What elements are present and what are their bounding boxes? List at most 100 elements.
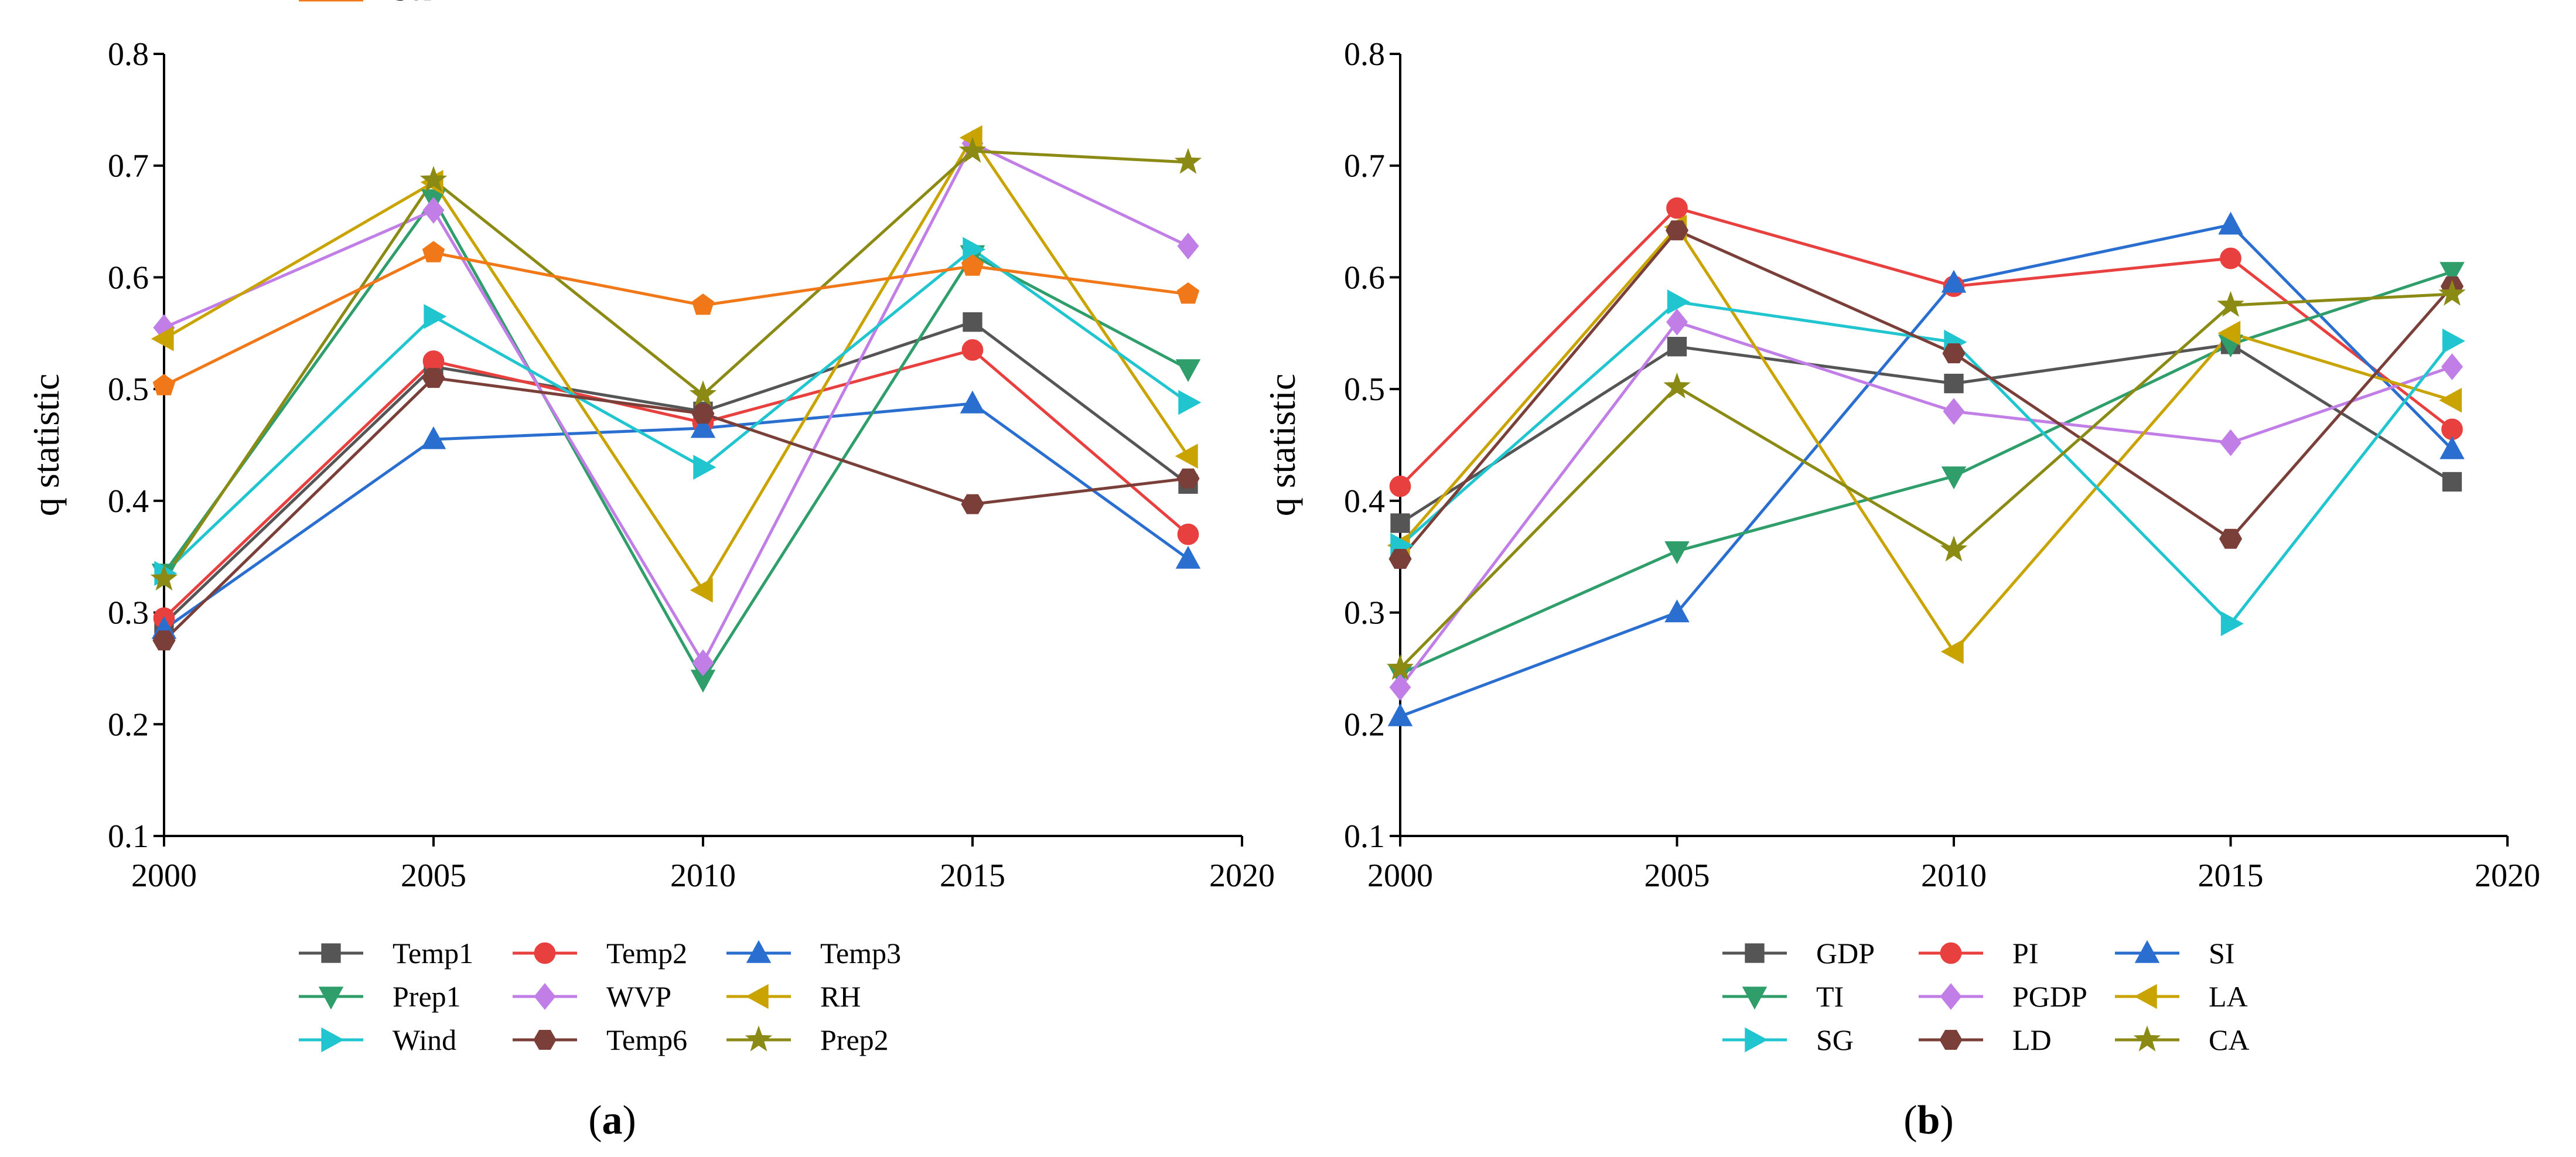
panel-a-legend-label-Soil: Soil bbox=[393, 0, 440, 6]
panel-a-point-Temp6 bbox=[152, 630, 176, 651]
panel-a-legend-label-Prep1: Prep1 bbox=[393, 980, 461, 1013]
caption-b: (b) bbox=[1903, 1098, 1954, 1143]
panel-a-legend-marker-Prep2 bbox=[745, 1025, 773, 1052]
panel-a-point-Prep1 bbox=[1175, 359, 1201, 383]
panel-b-point-PGDP bbox=[2441, 353, 2464, 380]
panel-b-point-SG bbox=[2220, 611, 2244, 636]
panel-b-legend-label-GDP: GDP bbox=[1816, 937, 1875, 970]
panel-a-point-WVP bbox=[692, 649, 714, 677]
panel-a-point-Soil bbox=[152, 374, 176, 395]
panel-a-point-Temp3 bbox=[960, 390, 985, 414]
panel-b-legend-label-PGDP: PGDP bbox=[2012, 980, 2087, 1013]
panel-b-point-SI bbox=[2439, 436, 2465, 459]
panel-b-y-tick-label: 0.3 bbox=[1344, 595, 1385, 632]
panel-b-point-LD bbox=[1942, 343, 1966, 364]
panel-b-point-SI bbox=[1941, 269, 1967, 293]
panel-b-point-SI bbox=[1387, 703, 1413, 726]
panel-a-legend-label-Prep2: Prep2 bbox=[820, 1023, 889, 1056]
panel-a-legend-marker-RH bbox=[745, 984, 769, 1009]
panel-a-y-tick-label: 0.8 bbox=[108, 36, 149, 73]
panel-b-y-tick-label: 0.7 bbox=[1344, 148, 1385, 185]
panel-a-y-tick-label: 0.7 bbox=[108, 148, 149, 185]
panel-a-y-tick-label: 0.6 bbox=[108, 260, 149, 296]
panel-a-point-RH bbox=[1175, 443, 1198, 469]
panel-b-series-line-TI bbox=[1399, 270, 2453, 675]
panel-a-y-tick-label: 0.2 bbox=[108, 707, 149, 743]
panel-a-point-WVP bbox=[1177, 233, 1199, 260]
panel-a-series-line-Temp2 bbox=[163, 348, 1189, 619]
panel-b-point-LD bbox=[1665, 220, 1689, 241]
panel-a-point-Wind bbox=[963, 237, 986, 262]
panel-b-point-GDP bbox=[2442, 472, 2462, 492]
panel-a-point-Soil bbox=[691, 293, 715, 315]
panel-b-legend-label-TI: TI bbox=[1816, 980, 1844, 1013]
panel-a-legend-label-Wind: Wind bbox=[393, 1023, 456, 1056]
panel-a-series-line-Prep2 bbox=[162, 149, 1189, 580]
panel-a-legend-label-Temp6: Temp6 bbox=[606, 1023, 687, 1056]
panel-a-legend-label-Temp1: Temp1 bbox=[393, 937, 473, 970]
panel-b-legend-marker-GDP bbox=[1745, 943, 1765, 963]
panel-a-point-Temp1 bbox=[963, 312, 982, 332]
panel-b-point-PI bbox=[2220, 247, 2241, 269]
panel-a-point-RH bbox=[690, 578, 713, 603]
panel-b-y-tick-label: 0.4 bbox=[1344, 483, 1385, 520]
panel-b-point-LD bbox=[2219, 528, 2243, 549]
panel-a-y-tick-label: 0.3 bbox=[108, 595, 149, 632]
panel-a-series-line-Soil bbox=[163, 251, 1189, 387]
panel-a-series-line-Prep1 bbox=[162, 197, 1189, 681]
panel-b-legend-marker-PI bbox=[1940, 942, 1962, 964]
panel-b-legend-label-LD: LD bbox=[2012, 1023, 2052, 1056]
panel-b-x-tick-label: 2000 bbox=[1367, 858, 1433, 894]
panel-b-y-tick-label: 0.8 bbox=[1344, 36, 1385, 73]
panel-a-point-Temp3 bbox=[421, 426, 446, 449]
panel-b-series-line-SG bbox=[1399, 300, 2454, 626]
panel-a-legend-marker-Temp3 bbox=[746, 940, 772, 963]
panel-b-point-SI bbox=[2218, 211, 2243, 235]
panel-b-y-axis-label: q statistic bbox=[1261, 374, 1303, 517]
panel-a-point-Temp6 bbox=[961, 494, 984, 514]
panel-a-point-Prep2 bbox=[1174, 148, 1202, 174]
panel-a-x-tick-label: 2010 bbox=[670, 858, 736, 894]
panel-a-point-Temp3 bbox=[1175, 545, 1201, 569]
panel-a-x-tick-label: 2015 bbox=[940, 858, 1005, 894]
panel-b-point-PGDP bbox=[1943, 398, 1965, 425]
panel-b-x-tick-label: 2015 bbox=[2198, 858, 2264, 894]
panel-b-point-TI bbox=[1941, 466, 1967, 490]
panel-a-point-WVP bbox=[422, 197, 445, 224]
panel-b-legend-marker-SI bbox=[2134, 940, 2160, 963]
panel-b-legend-label-SG: SG bbox=[1816, 1023, 1854, 1056]
panel-b-point-CA bbox=[2438, 279, 2466, 306]
panel-b-point-GDP bbox=[1390, 513, 1410, 533]
panel-b-x-tick-label: 2005 bbox=[1644, 858, 1710, 894]
panel-b-x-tick-label: 2020 bbox=[2475, 858, 2540, 894]
panel-b-point-SI bbox=[1664, 599, 1690, 623]
panel-b-legend-label-PI: PI bbox=[2012, 937, 2038, 970]
panel-b-x-tick-label: 2010 bbox=[1921, 858, 1987, 894]
panel-b-legend-label-CA: CA bbox=[2209, 1023, 2249, 1056]
panel-a-legend-label-Temp3: Temp3 bbox=[820, 937, 901, 970]
panel-b-series-line-PGDP bbox=[1399, 320, 2453, 688]
panel-b-y-tick-label: 0.1 bbox=[1344, 818, 1385, 855]
panel-a-point-Wind bbox=[424, 303, 447, 329]
panel-b-point-PGDP bbox=[2220, 429, 2241, 456]
panel-b-point-CA bbox=[1386, 654, 1414, 680]
panel-a-point-Wind bbox=[693, 455, 716, 480]
panel-b-point-GDP bbox=[1944, 373, 1964, 394]
panel-a-point-RH bbox=[151, 326, 174, 351]
panel-a-y-tick-label: 0.4 bbox=[108, 483, 149, 520]
panel-b-point-PGDP bbox=[1666, 308, 1688, 336]
panel-a-legend-label-RH: RH bbox=[820, 980, 861, 1013]
panel-a-legend-marker-Temp1 bbox=[321, 943, 341, 963]
panel-b-legend-label-LA: LA bbox=[2209, 980, 2248, 1013]
panel-b-point-CA bbox=[1663, 372, 1691, 399]
panel-a-series-line-Temp3 bbox=[163, 402, 1189, 631]
panel-a-point-Prep2 bbox=[150, 564, 178, 591]
panel-a-point-Temp6 bbox=[422, 368, 445, 388]
panel-a-y-axis-label: q statistic bbox=[25, 374, 67, 517]
panel-a-y-tick-label: 0.1 bbox=[108, 818, 149, 855]
panel-a-x-tick-label: 2020 bbox=[1209, 858, 1275, 894]
panel-b-point-PI bbox=[1666, 197, 1688, 219]
panel-a-chart: 0.1 0.2 0.3 0.4 0.5 0.6 0.7 0.8 2000 2005 2010 2015… bbox=[25, 0, 1275, 1056]
